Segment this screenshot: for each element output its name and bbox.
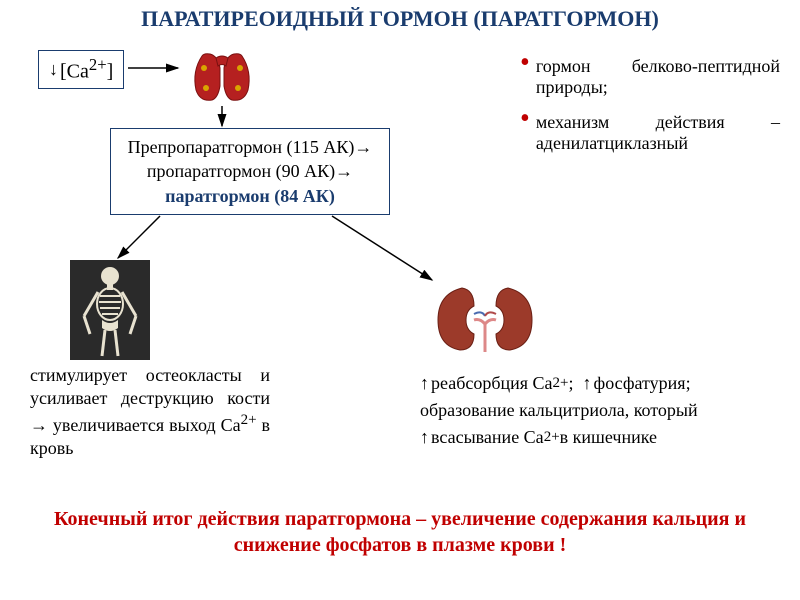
precursor-line3: паратгормон (84 АК)	[121, 184, 379, 208]
bone-effect-text: стимулирует остеокласты и усиливает дест…	[30, 364, 270, 461]
hormone-properties-list: • гормон белково-пептидной природы; • ме…	[520, 56, 780, 168]
diagram-canvas: ПАРАТИРЕОИДНЫЙ ГОРМОН (ПАРАТГОРМОН) ↓ [C…	[0, 0, 800, 600]
calcium-level-box: ↓ [Ca2+]	[38, 50, 124, 89]
bullet-text: механизм действия – аденилатциклазный	[536, 112, 780, 154]
bullet-item: • механизм действия – аденилатциклазный	[520, 112, 780, 154]
slide-title: ПАРАТИРЕОИДНЫЙ ГОРМОН (ПАРАТГОРМОН)	[40, 6, 760, 32]
bullet-dot-icon: •	[520, 112, 530, 154]
kidneys-icon	[430, 280, 540, 365]
up-arrow-icon: ↑	[420, 370, 429, 397]
bullet-item: • гормон белково-пептидной природы;	[520, 56, 780, 98]
kidney-row2: образование кальцитриола, который	[420, 397, 730, 424]
bullet-dot-icon: •	[520, 56, 530, 98]
kidney-row1: ↑ реабсорбция Ca2+; ↑ фосфатурия;	[420, 370, 730, 397]
ca-formula: [Ca2+]	[60, 55, 113, 84]
conclusion-text: Конечный итог действия паратгормона – ув…	[40, 506, 760, 558]
precursor-line1: Препропаратгормон (115 АК)→	[121, 135, 379, 159]
bullet-text: гормон белково-пептидной природы;	[536, 56, 780, 98]
precursor-line2: пропаратгормон (90 АК)→	[121, 159, 379, 183]
down-arrow-icon: ↓	[49, 59, 58, 80]
parathyroid-gland-icon	[182, 46, 262, 111]
kidney-row3: ↑ всасывание Ca2+ в кишечнике	[420, 424, 730, 451]
up-arrow-icon: ↑	[420, 424, 429, 451]
skeleton-icon	[70, 260, 150, 365]
precursor-chain-box: Препропаратгормон (115 АК)→ пропаратгорм…	[110, 128, 390, 215]
kidney-effect-text: ↑ реабсорбция Ca2+; ↑ фосфатурия; образо…	[420, 370, 730, 451]
up-arrow-icon: ↑	[583, 370, 592, 397]
